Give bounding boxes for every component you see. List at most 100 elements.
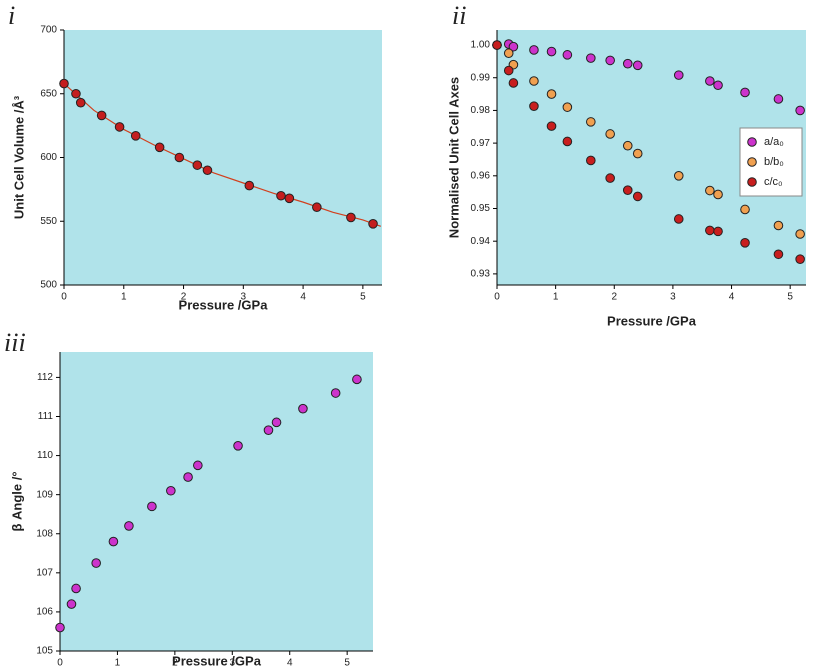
x-tick-label: 4: [729, 292, 735, 303]
x-axis-title: Pressure /GPa: [179, 297, 269, 312]
data-point: [346, 212, 356, 223]
x-tick-label: 0: [494, 292, 500, 303]
data-point: [586, 53, 596, 63]
x-tick-label: 5: [360, 292, 366, 303]
data-point: [773, 220, 784, 231]
x-tick-label: 1: [115, 658, 121, 669]
legend-marker: [747, 177, 757, 187]
data-point: [740, 204, 750, 215]
data-point: [529, 101, 539, 111]
data-point: [713, 189, 723, 200]
data-point: [59, 78, 69, 89]
data-point: [130, 131, 141, 141]
y-tick-label: 700: [40, 25, 57, 36]
data-point: [562, 50, 573, 60]
y-tick-label: 0.99: [471, 72, 491, 83]
y-tick-label: 0.96: [471, 170, 491, 181]
data-point: [605, 129, 615, 139]
x-tick-label: 2: [181, 292, 187, 303]
panel-label: i: [8, 1, 15, 30]
x-tick-label: 1: [553, 292, 559, 303]
data-point: [503, 65, 514, 76]
data-point: [271, 417, 282, 428]
y-axis-title: Normalised Unit Cell Axes: [446, 77, 461, 238]
panel-label: ii: [452, 1, 466, 30]
data-point: [263, 425, 274, 435]
data-point: [368, 219, 378, 229]
data-point: [284, 193, 295, 204]
legend-marker: [747, 157, 757, 167]
x-tick-label: 5: [787, 292, 793, 303]
data-point: [71, 88, 81, 99]
data-point: [622, 58, 633, 69]
y-axis-title: Unit Cell Volume /Å³: [11, 95, 26, 219]
y-axis-title: β Angle /°: [9, 471, 24, 531]
x-axis-title: Pressure /GPa: [172, 653, 262, 668]
data-point: [562, 102, 573, 112]
x-tick-label: 0: [57, 658, 63, 669]
panel-label: iii: [4, 328, 26, 357]
x-tick-label: 2: [611, 292, 617, 303]
data-point: [740, 238, 750, 248]
data-point: [193, 460, 203, 471]
data-point: [605, 55, 615, 66]
data-point: [529, 76, 539, 86]
data-point: [546, 89, 557, 99]
y-tick-label: 107: [36, 567, 53, 578]
data-point: [795, 229, 805, 239]
x-tick-label: 4: [287, 658, 293, 669]
data-point: [705, 76, 715, 86]
plot-area: [64, 30, 382, 285]
data-point: [622, 185, 633, 195]
data-point: [632, 60, 643, 71]
data-point: [91, 558, 101, 568]
y-tick-label: 112: [37, 372, 53, 383]
data-point: [795, 105, 805, 116]
data-point: [183, 472, 193, 482]
data-point: [632, 148, 643, 159]
data-point: [586, 117, 596, 127]
data-point: [773, 249, 784, 260]
y-tick-label: 650: [40, 88, 57, 99]
data-point: [740, 87, 750, 98]
data-point: [795, 254, 805, 264]
x-tick-label: 4: [300, 292, 306, 303]
x-tick-label: 2: [172, 658, 178, 669]
data-point: [298, 403, 308, 414]
data-point: [705, 185, 715, 196]
data-point: [713, 226, 723, 237]
data-point: [174, 152, 185, 163]
y-tick-label: 1.00: [471, 40, 491, 51]
data-point: [244, 180, 255, 191]
data-point: [713, 80, 723, 91]
y-tick-label: 0.97: [471, 138, 491, 149]
data-point: [276, 190, 286, 201]
x-tick-label: 0: [61, 292, 67, 303]
y-tick-label: 550: [40, 216, 57, 227]
data-point: [96, 110, 107, 121]
data-point: [546, 46, 557, 57]
data-point: [233, 441, 243, 451]
data-point: [202, 165, 213, 176]
data-point: [114, 122, 125, 132]
y-tick-label: 500: [40, 280, 57, 291]
data-point: [673, 70, 684, 80]
data-point: [330, 388, 341, 398]
data-point: [166, 485, 176, 496]
x-tick-label: 3: [230, 658, 236, 669]
data-point: [312, 202, 322, 213]
y-tick-label: 0.93: [471, 269, 491, 280]
data-point: [108, 536, 119, 547]
data-point: [66, 599, 77, 609]
data-point: [673, 171, 684, 181]
data-point: [124, 521, 134, 531]
x-tick-label: 5: [344, 658, 350, 669]
data-point: [562, 136, 573, 147]
data-point: [586, 155, 596, 166]
plot-area: [60, 352, 373, 651]
data-point: [673, 214, 684, 224]
data-point: [492, 40, 502, 50]
legend-label: c/c₀: [764, 176, 783, 188]
y-tick-label: 108: [36, 528, 53, 539]
